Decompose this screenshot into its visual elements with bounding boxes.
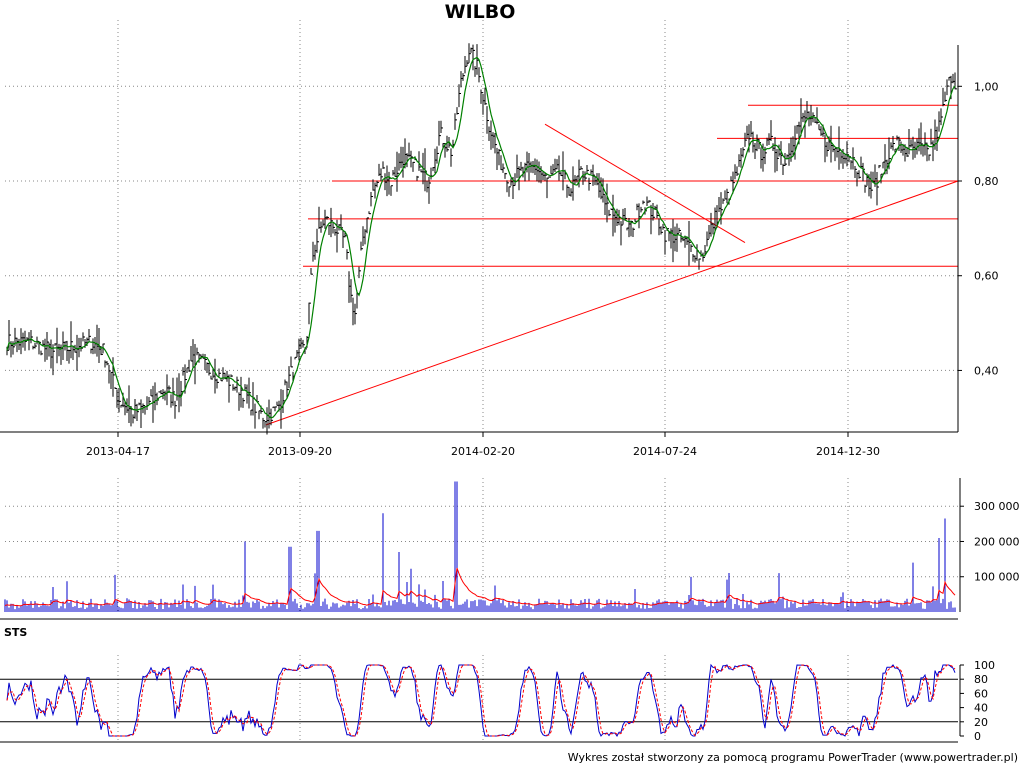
moving-average-line [6,56,956,419]
x-tick-label: 2014-12-30 [816,445,880,458]
sts-y-tick-label: 40 [974,702,988,715]
sts-y-tick-label: 100 [974,659,995,672]
y-tick-label: 0,60 [974,270,999,283]
volume-bars [4,481,956,612]
sts-panel-title: STS [4,626,28,639]
price-bars [6,43,957,435]
credit-footer: Wykres został stworzony za pomocą progra… [567,751,1018,764]
grid-lines [5,20,958,742]
sts-y-tick-label: 80 [974,673,988,686]
chart-title: WILBO [444,1,516,23]
moving-average [6,56,956,419]
sts-y-tick-label: 60 [974,687,988,700]
ascending-trend-line [265,180,959,426]
axes [0,45,964,743]
descending-trend-line [544,123,746,244]
y-tick-label: 1,00 [974,80,999,93]
x-tick-label: 2014-02-20 [451,445,515,458]
volume-y-tick-label: 100 000 [974,571,1020,584]
sts-k-line [6,663,956,737]
volume-y-tick-label: 300 000 [974,500,1020,513]
y-tick-label: 0,40 [974,364,999,377]
y-tick-label: 0,80 [974,175,999,188]
sts-y-tick-label: 0 [974,730,981,743]
x-tick-label: 2013-09-20 [268,445,332,458]
sts-oscillator [6,663,956,737]
trend-lines [265,104,959,426]
volume-y-tick-label: 200 000 [974,535,1020,548]
x-tick-label: 2014-07-24 [633,445,697,458]
sts-d-line [6,664,956,737]
sts-y-tick-label: 20 [974,716,988,729]
x-tick-label: 2013-04-17 [86,445,150,458]
tick-labels: 2013-04-17 2013-09-20 2014-02-20 2014-07-24… [86,80,1019,743]
volume-average-line [4,567,956,607]
